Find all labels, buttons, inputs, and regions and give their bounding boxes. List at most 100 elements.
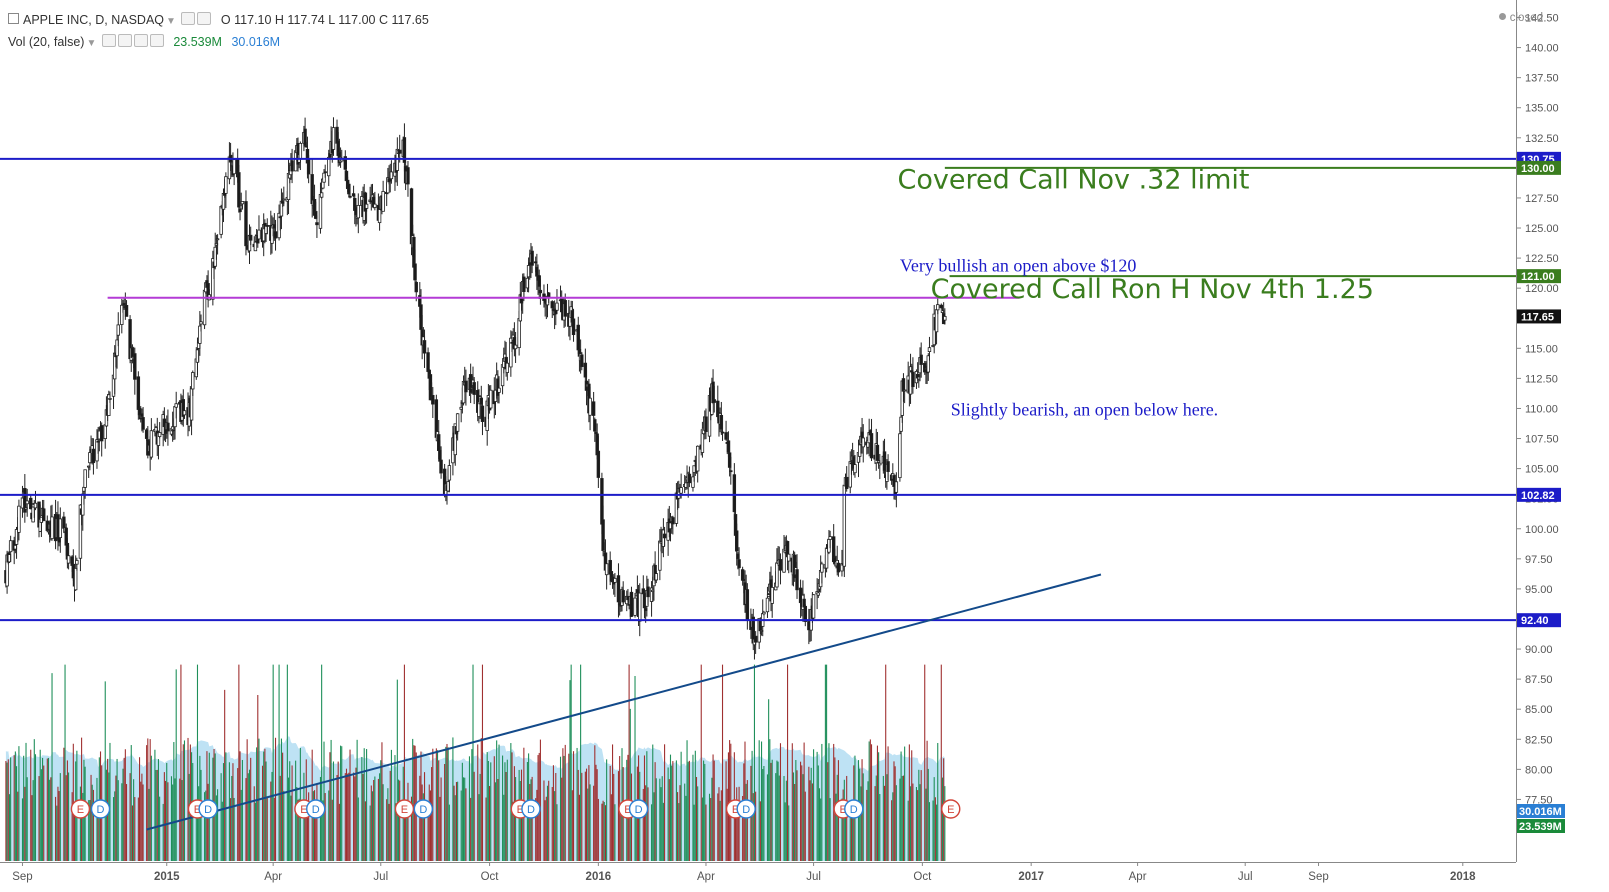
time-axis[interactable]: Sep 2015 Apr Jul Oct 2016 Apr Jul Oct 2017 Apr Jul S… (12, 862, 1476, 883)
annotation-text[interactable]: Covered Call Nov .32 limit (898, 164, 1250, 195)
price-tick-label: 140.00 (1525, 43, 1559, 55)
candle-body (182, 410, 187, 416)
candle-body (422, 340, 427, 354)
candle-body (646, 586, 650, 598)
candle-body (550, 301, 554, 309)
time-tick-label: 2015 (154, 871, 180, 883)
candle-body (363, 192, 368, 212)
candle-body (745, 589, 750, 620)
dividend-marker[interactable] (306, 799, 326, 819)
candle-body (820, 563, 824, 573)
candle-body (224, 176, 228, 194)
candle-body (389, 171, 394, 180)
gear-icon[interactable] (197, 12, 212, 25)
candle-body (695, 445, 700, 472)
volume-indicator-name[interactable]: Vol (20, false) (8, 35, 85, 49)
collapse-icon[interactable] (8, 13, 19, 24)
candle-body (78, 504, 83, 559)
candle-body (439, 459, 443, 474)
candle-body (795, 569, 799, 591)
candle-body (729, 470, 733, 473)
dividend-marker[interactable] (628, 799, 649, 819)
annotation-text[interactable]: Very bullish an open above $120 (900, 255, 1136, 275)
candle-body (124, 304, 129, 317)
candle-body (588, 397, 592, 416)
dividend-marker[interactable] (736, 799, 756, 819)
price-label: 92.40 (1521, 615, 1549, 627)
candle-body (115, 339, 119, 357)
annotation-text[interactable]: Slightly bearish, an open below here. (951, 400, 1218, 420)
price-tick-label: 77.50 (1525, 794, 1553, 806)
candle-body (356, 204, 361, 219)
dividend-marker[interactable] (521, 799, 541, 819)
candle-body (240, 201, 245, 205)
symbol-title[interactable]: APPLE INC, D, NASDAQ (23, 13, 165, 27)
gear-icon[interactable] (117, 34, 132, 47)
price-label-box (1517, 487, 1561, 502)
time-tick-label: 2016 (586, 871, 612, 883)
event-markers[interactable]: E E E E E E E E ED D D D D D D D (70, 799, 961, 819)
candle-body (901, 378, 906, 392)
price-label-box (1517, 160, 1561, 175)
candle-body (198, 325, 202, 344)
price-tick-label: 97.50 (1525, 554, 1553, 566)
dividend-marker-label: D (97, 804, 105, 816)
candle-body (836, 562, 841, 573)
time-tick-label: 2018 (1450, 871, 1476, 883)
candle-body (219, 205, 223, 235)
candle-body (517, 318, 521, 349)
candle-body (8, 540, 13, 553)
candle-body (83, 469, 87, 488)
dividend-marker-label: D (419, 804, 427, 816)
trend-line[interactable] (146, 573, 1102, 831)
earnings-marker-label: E (401, 804, 408, 816)
candle-body (181, 399, 185, 417)
volume-current-value: 23.539M (173, 35, 222, 49)
candle-body (315, 222, 319, 226)
candle-body (753, 635, 758, 643)
chevron-down-icon[interactable]: ▼ (166, 16, 176, 27)
candle-body (397, 149, 402, 154)
candle-body (265, 225, 269, 227)
candle-body (671, 517, 675, 525)
candle-body (413, 263, 417, 281)
candle-body (377, 209, 382, 224)
candle-body (765, 597, 770, 613)
candle-body (621, 590, 625, 603)
price-tick-label: 135.00 (1525, 103, 1559, 115)
earnings-marker[interactable] (394, 799, 415, 819)
dividend-marker[interactable] (413, 799, 434, 819)
price-tick-label: 127.50 (1525, 193, 1559, 205)
time-tick-label: Sep (1308, 871, 1328, 883)
candle-body (875, 444, 880, 461)
candle-body (141, 417, 145, 430)
candle-body (687, 473, 692, 484)
volume-current-label: 23.539M (1519, 821, 1562, 833)
close-icon[interactable] (149, 34, 164, 47)
candle-body (878, 462, 882, 466)
price-label-box (1517, 613, 1561, 628)
candle-body (66, 555, 71, 564)
earnings-marker[interactable] (70, 799, 91, 819)
dividend-marker[interactable] (90, 799, 111, 819)
eye-icon[interactable] (101, 34, 116, 47)
dividend-marker[interactable] (198, 799, 218, 819)
eye-icon[interactable] (181, 12, 196, 25)
price-tick-label: 90.00 (1525, 644, 1553, 656)
candle-body (386, 177, 390, 194)
candle-body (455, 413, 460, 432)
price-tick-label: 132.50 (1525, 133, 1559, 145)
volume-ma-label: 30.016M (1519, 806, 1562, 818)
chevron-down-icon[interactable]: ▼ (86, 38, 97, 49)
candle-body (936, 304, 940, 311)
dividend-marker[interactable] (844, 799, 864, 819)
annotation-text[interactable]: Covered Call Ron H Nov 4th 1.25 (931, 274, 1374, 305)
annotations[interactable]: Covered Call Nov .32 limit Very bullish a… (898, 164, 1374, 419)
add-icon[interactable] (133, 34, 148, 47)
earnings-marker[interactable] (941, 799, 961, 819)
candle-body (596, 450, 601, 478)
candle-body (99, 425, 104, 442)
